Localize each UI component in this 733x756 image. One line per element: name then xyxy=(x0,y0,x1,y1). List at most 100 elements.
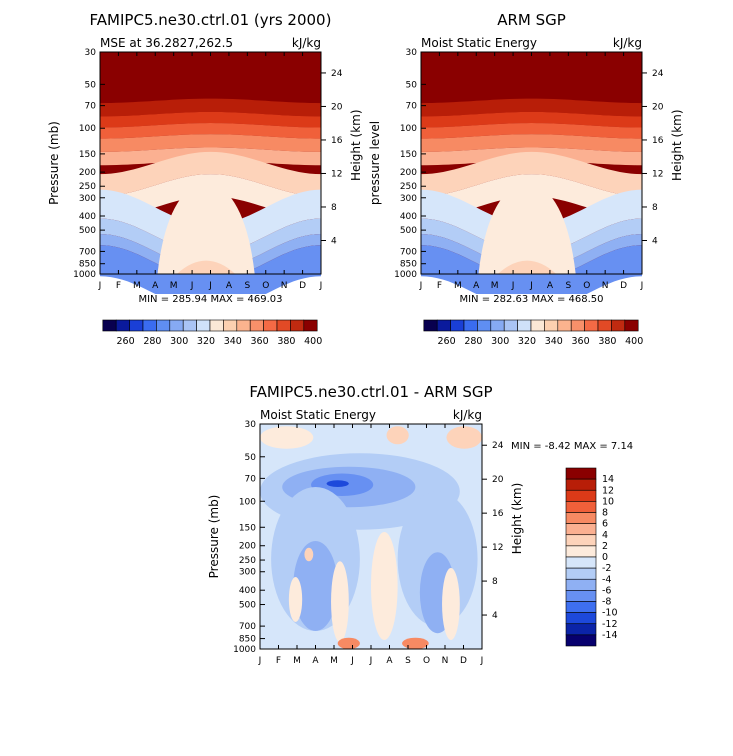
y-right-tick-label: 4 xyxy=(492,611,498,621)
colorbar-label: 340 xyxy=(545,336,563,347)
x-tick-label: D xyxy=(620,281,627,291)
y-right-axis-label: Height (km) xyxy=(349,109,363,180)
chart-title: ARM SGP xyxy=(497,11,566,29)
colorbar-swatch xyxy=(557,319,572,332)
colorbar-swatch xyxy=(477,319,492,332)
colorbar-swatch xyxy=(169,319,184,332)
colorbar-label: 280 xyxy=(143,336,161,347)
y-tick-label: 1000 xyxy=(233,645,256,655)
colorbar-swatch xyxy=(565,601,597,613)
contour-band xyxy=(100,134,321,152)
y-right-axis-label: Height (km) xyxy=(510,483,524,554)
y-tick-label: 700 xyxy=(400,247,417,257)
contour-blob xyxy=(442,568,460,640)
y-tick-label: 100 xyxy=(79,124,96,134)
x-tick-label: N xyxy=(442,656,449,666)
y-tick-label: 250 xyxy=(239,556,256,566)
colorbar-label: 0 xyxy=(602,552,608,563)
colorbar-swatch xyxy=(182,319,197,332)
colorbar-swatch xyxy=(565,567,597,580)
contour-band xyxy=(100,123,321,139)
colorbar-swatch xyxy=(142,319,157,332)
x-tick-label: S xyxy=(565,281,571,291)
x-tick-label: A xyxy=(226,281,233,291)
colorbar-label: 360 xyxy=(572,336,590,347)
contour-blob xyxy=(402,637,429,649)
colorbar-swatch xyxy=(423,319,438,332)
contour-field xyxy=(100,52,321,294)
colorbar-label: 10 xyxy=(602,496,614,507)
contour-blob xyxy=(331,561,349,643)
colorbar-label: 4 xyxy=(602,530,608,541)
contour-blob xyxy=(337,637,360,649)
colorbar-label: -4 xyxy=(602,574,611,585)
colorbar-swatch xyxy=(597,319,612,332)
colorbar-label: -14 xyxy=(602,630,618,641)
x-tick-label: J xyxy=(319,281,323,291)
axes: J F M A M J J A S O N D J 30 50 70 100 150 200 250 300 400 500… xyxy=(207,383,524,666)
colorbar-swatch xyxy=(490,319,505,332)
contour-band xyxy=(421,134,642,152)
contour-band xyxy=(478,180,576,274)
y-right-tick-label: 12 xyxy=(492,543,503,553)
colorbar-label: 320 xyxy=(518,336,536,347)
x-tick-label: M xyxy=(491,281,499,291)
colorbar-swatch xyxy=(565,590,597,602)
x-tick-label: J xyxy=(529,281,533,291)
colorbar-swatch xyxy=(276,319,291,332)
contour-band xyxy=(157,180,255,274)
colorbar-label: 300 xyxy=(170,336,188,347)
colorbar-swatch xyxy=(436,319,451,332)
x-tick-label: D xyxy=(460,656,467,666)
x-tick-label: J xyxy=(208,281,212,291)
colorbar: 260 280 300 320 340 360 380 400 xyxy=(102,319,322,347)
colorbar-swatch xyxy=(565,467,597,480)
colorbar-label: 260 xyxy=(117,336,135,347)
y-right-tick-label: 24 xyxy=(652,69,664,79)
chart-title: FAMIPC5.ne30.ctrl.01 (yrs 2000) xyxy=(90,11,332,29)
y-tick-label: 500 xyxy=(239,601,256,611)
colorbar-label: 400 xyxy=(304,336,322,347)
contour-band xyxy=(421,111,642,128)
y-tick-label: 30 xyxy=(406,48,418,58)
x-tick-label: J xyxy=(480,656,484,666)
stats-text: MIN = 285.94 MAX = 469.03 xyxy=(138,294,282,305)
y-right-tick-label: 20 xyxy=(331,102,343,112)
contour-band xyxy=(100,111,321,128)
y-tick-label: 200 xyxy=(239,542,256,552)
x-tick-label: S xyxy=(244,281,250,291)
y-right-tick-label: 24 xyxy=(492,441,504,451)
y-tick-label: 400 xyxy=(79,212,96,222)
colorbar-swatch xyxy=(196,319,211,332)
y-right-tick-label: 8 xyxy=(331,203,337,213)
colorbar-label: 14 xyxy=(602,474,614,485)
x-tick-label: M xyxy=(133,281,141,291)
y-tick-label: 70 xyxy=(245,474,257,484)
x-tick-label: M xyxy=(330,656,338,666)
colorbar-label: -6 xyxy=(602,585,611,596)
colorbar-swatch xyxy=(463,319,478,332)
x-tick-label: F xyxy=(276,656,281,666)
colorbar-swatch xyxy=(129,319,144,332)
colorbar-label: 340 xyxy=(224,336,242,347)
y-tick-label: 150 xyxy=(400,150,417,160)
x-tick-label: J xyxy=(419,281,423,291)
stats-text: MIN = 282.63 MAX = 468.50 xyxy=(459,294,603,305)
colorbar-swatch xyxy=(102,319,117,332)
x-tick-label: A xyxy=(547,281,554,291)
y-tick-label: 200 xyxy=(79,168,96,178)
axes: J F M A M J J A S O N D J 30 50 70 100 150 200 250 300 400 500… xyxy=(47,11,363,291)
contour-blob xyxy=(446,426,482,449)
colorbar-swatch xyxy=(565,556,597,569)
x-tick-label: O xyxy=(262,281,269,291)
chart-subtitle: MSE at 36.2827,262.5 xyxy=(100,36,233,50)
y-tick-label: 850 xyxy=(400,260,417,270)
x-tick-label: O xyxy=(423,656,430,666)
chart-subtitle: Moist Static Energy xyxy=(421,36,537,50)
x-tick-label: F xyxy=(437,281,442,291)
axes: J F M A M J J A S O N D J 30 50 70 100 150 200 250 300 400 500… xyxy=(368,11,684,291)
y-tick-label: 300 xyxy=(400,194,417,204)
y-right-tick-label: 16 xyxy=(331,136,343,146)
colorbar-swatch xyxy=(263,319,278,332)
